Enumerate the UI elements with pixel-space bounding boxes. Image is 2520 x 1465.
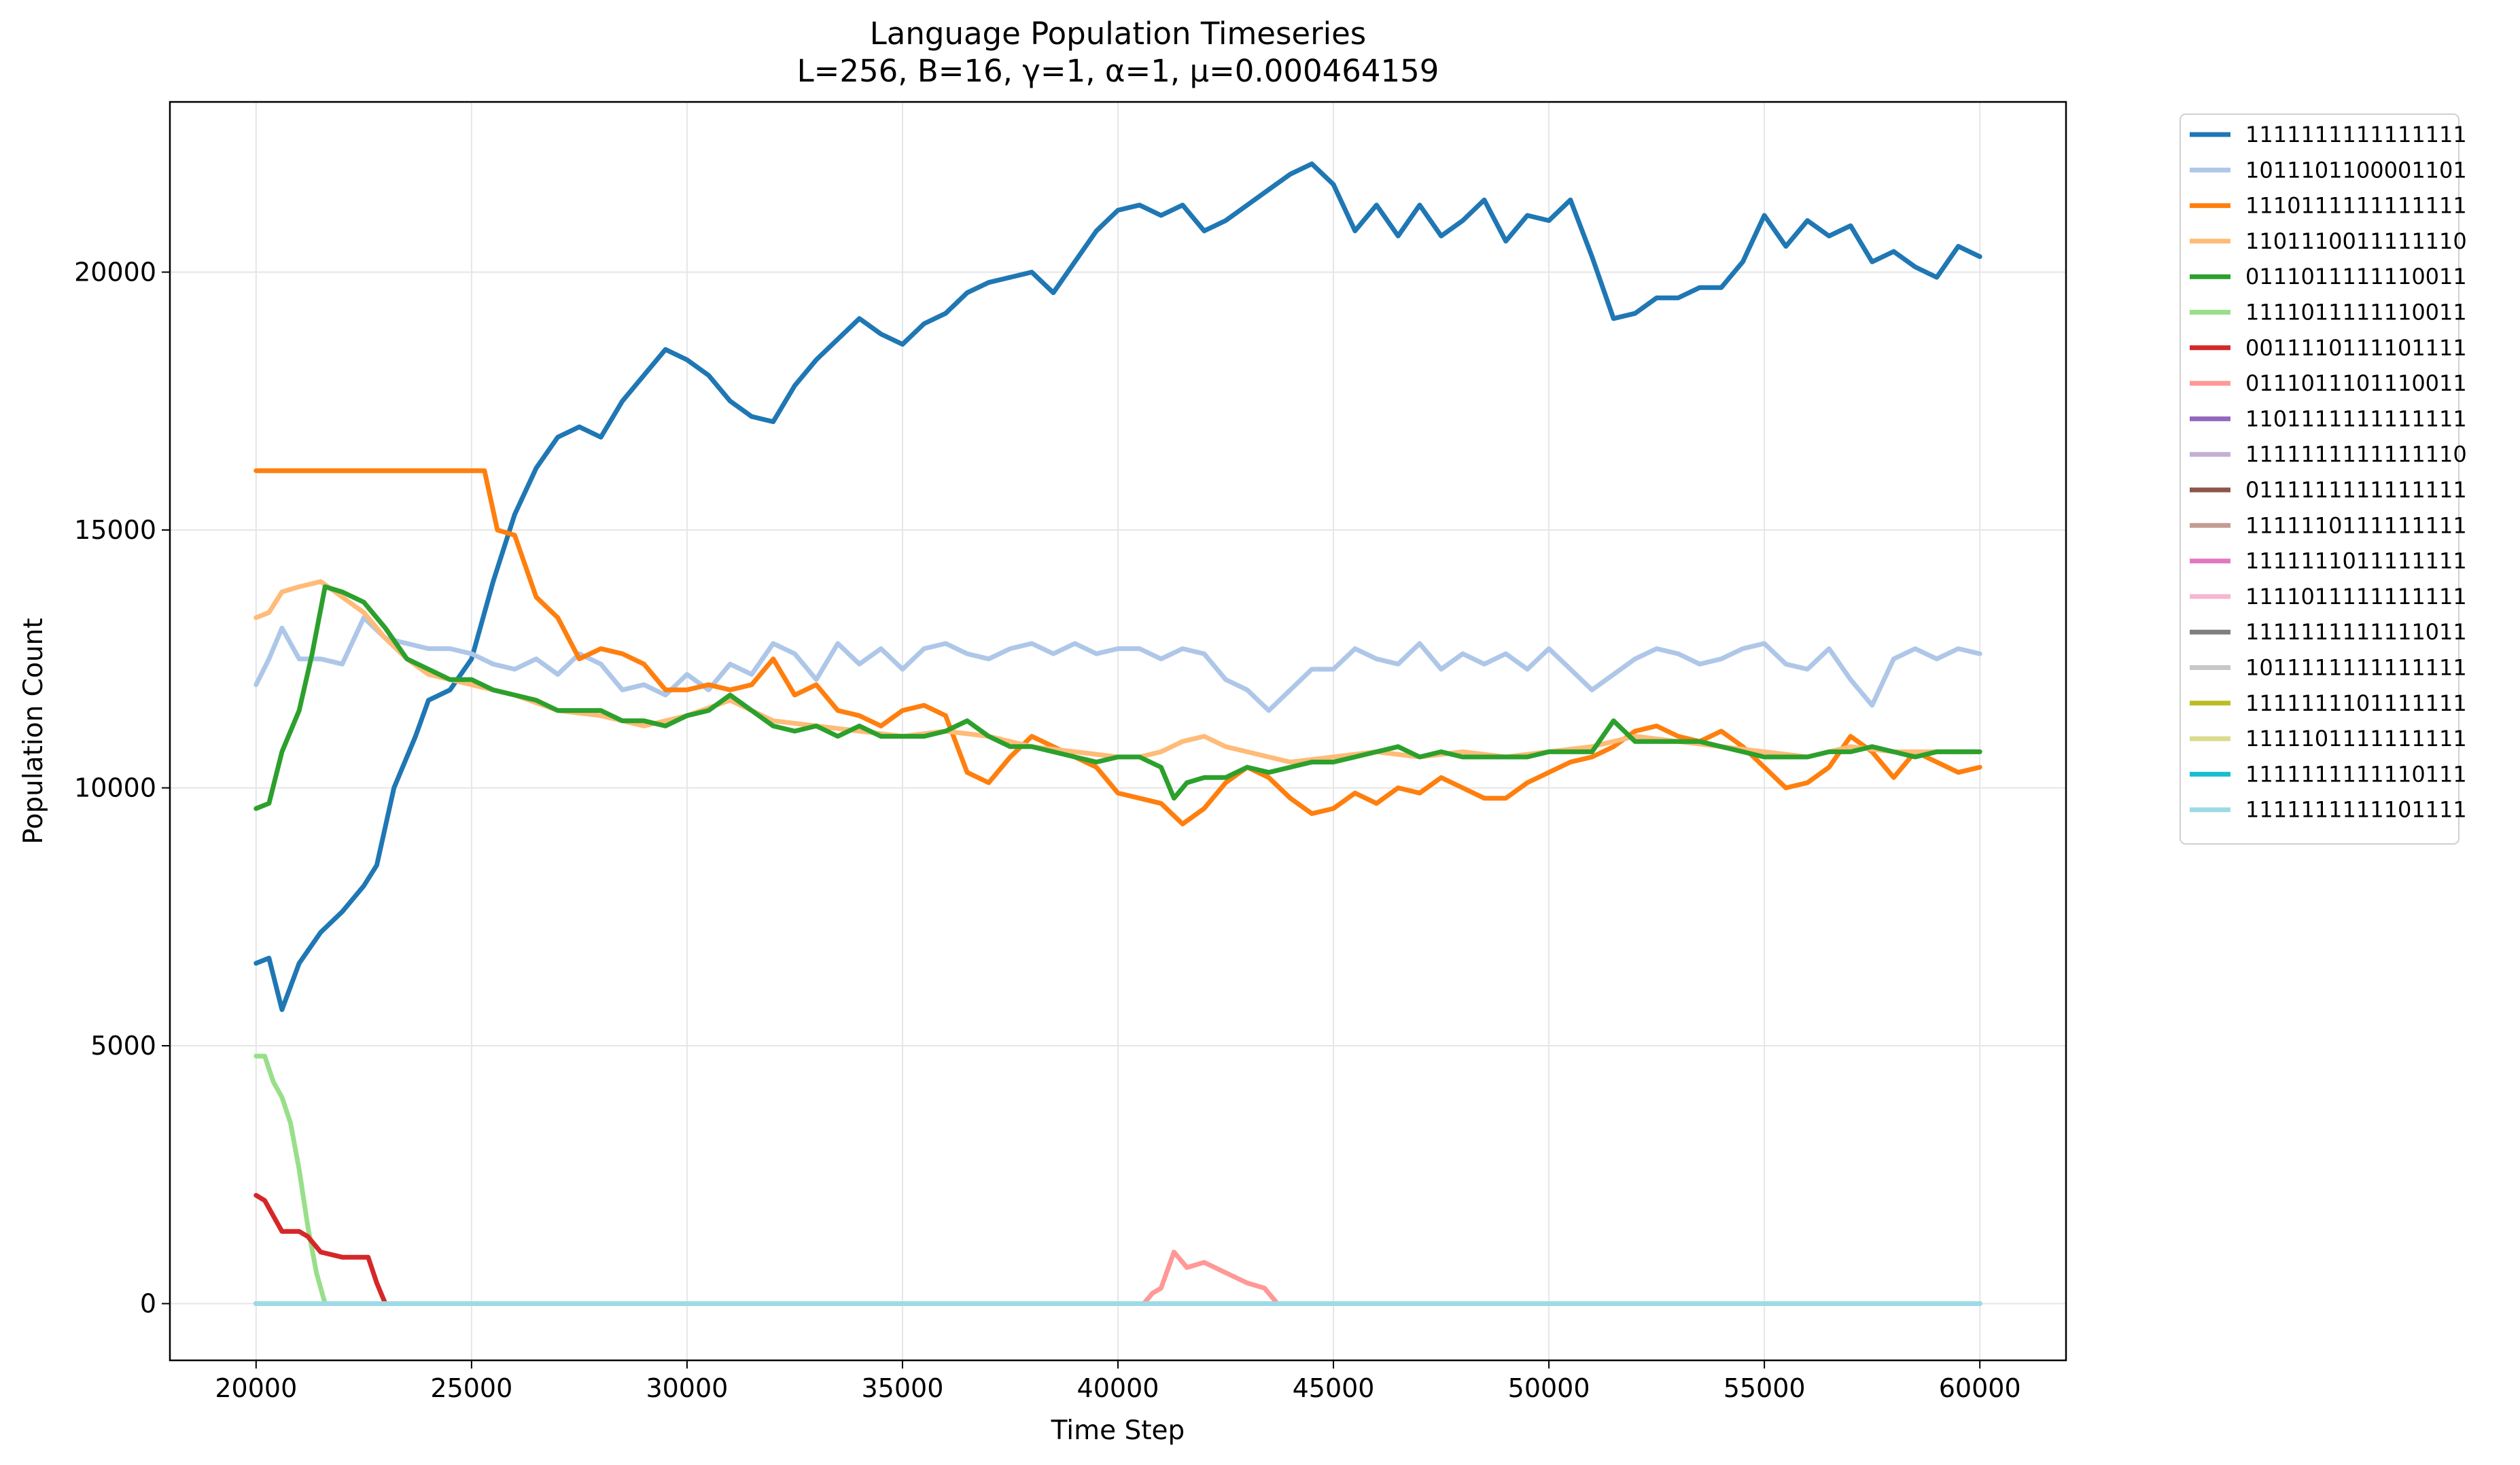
- series-line-0: [253, 161, 1982, 1012]
- legend-label: 1111110111111111: [2245, 512, 2467, 538]
- series-line-4: [253, 584, 1982, 811]
- x-tick-label: 20000: [215, 1373, 297, 1403]
- y-tick-label: 5000: [90, 1031, 156, 1061]
- legend-label: 1111111111111111: [2245, 122, 2467, 147]
- y-tick-label: 0: [140, 1289, 156, 1319]
- chart-title: Language Population Timeseries: [870, 16, 1367, 52]
- series-line-1: [253, 615, 1982, 713]
- x-tick-label: 40000: [1077, 1373, 1159, 1403]
- x-tick-label: 50000: [1508, 1373, 1590, 1403]
- x-tick-label: 60000: [1939, 1373, 2021, 1403]
- series-lines: [253, 161, 1982, 1306]
- y-tick-label: 20000: [74, 257, 156, 287]
- legend-label: 1101111111111111: [2245, 406, 2467, 431]
- legend-label: 1101110011111110: [2245, 228, 2467, 254]
- legend-label: 1011101100001101: [2245, 157, 2467, 183]
- legend-label: 1011111111111111: [2245, 655, 2467, 681]
- legend-label: 1111111111110111: [2245, 761, 2467, 787]
- legend-label: 1111111111111011: [2245, 619, 2467, 645]
- legend-label: 1111101111111111: [2245, 726, 2467, 752]
- x-tick-label: 35000: [862, 1373, 944, 1403]
- legend-label: 0011110111101111: [2245, 335, 2467, 361]
- legend-label: 1111111111111110: [2245, 442, 2467, 467]
- x-tick-label: 55000: [1723, 1373, 1806, 1403]
- legend-label: 1111111101111111: [2245, 690, 2467, 716]
- x-tick-label: 25000: [430, 1373, 512, 1403]
- chart-subtitle: L=256, B=16, γ=1, α=1, μ=0.000464159: [797, 53, 1439, 89]
- legend-label: 1111111111101111: [2245, 797, 2467, 823]
- x-axis-label: Time Step: [1051, 1415, 1185, 1446]
- legend-label: 0111011111110011: [2245, 264, 2467, 289]
- legend: 1111111111111111 1011101100001101 11101111…: [2180, 113, 2467, 845]
- legend-box: [2180, 113, 2460, 845]
- axis-ticks: 20000 25000 30000 35000 40000 45000 50000 55000…: [74, 257, 2021, 1403]
- legend-label: 1111011111110011: [2245, 300, 2467, 325]
- series-line-2: [253, 468, 1982, 827]
- legend-label: 1111011111111111: [2245, 584, 2467, 610]
- x-tick-label: 30000: [646, 1373, 728, 1403]
- y-axis-label: Population Count: [18, 618, 49, 844]
- x-tick-label: 45000: [1293, 1373, 1375, 1403]
- legend-label: 0111111111111111: [2245, 477, 2467, 503]
- legend-label: 1110111111111111: [2245, 193, 2467, 219]
- grid: [170, 102, 2066, 1360]
- legend-label: 1111111011111111: [2245, 548, 2467, 574]
- y-tick-label: 15000: [74, 515, 156, 545]
- legend-label: 0111011101110011: [2245, 370, 2467, 396]
- y-tick-label: 10000: [74, 773, 156, 802]
